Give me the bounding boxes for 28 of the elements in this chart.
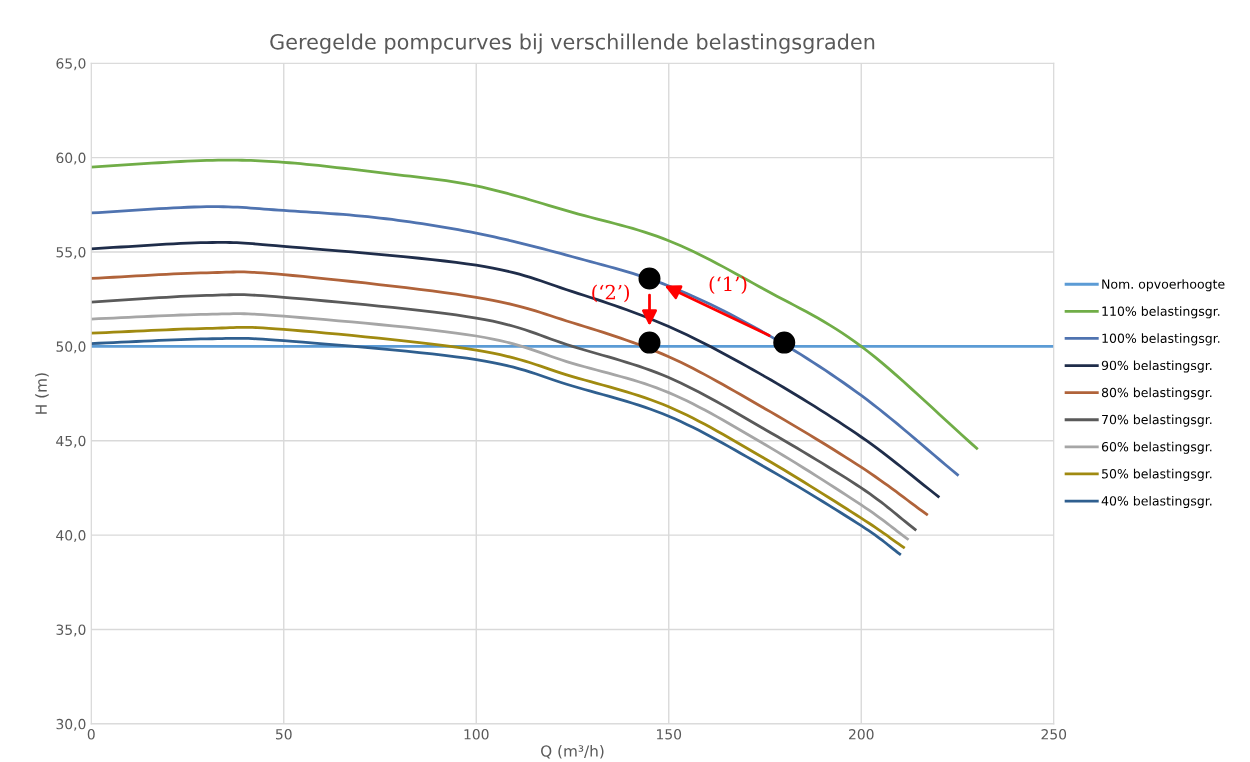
y-axis-title: H (m) [35, 373, 49, 414]
legend-label: 100% belastingsgr. [1102, 333, 1220, 346]
x-tick-label: 0 [87, 729, 95, 740]
x-tick-label: 100 [464, 729, 489, 740]
y-tick-label: 40,0 [56, 530, 86, 543]
y-tick-label: 50,0 [56, 341, 86, 354]
legend-label: 60% belastingsgr. [1101, 441, 1212, 454]
legend-label: Nom. opvoerhoogte [1102, 279, 1225, 292]
x-tick-label: 200 [849, 729, 874, 740]
legend-label: 90% belastingsgr. [1101, 360, 1212, 373]
annotation: (‘1’) [709, 276, 747, 294]
annotation: (‘2’) [592, 284, 630, 303]
x-axis-title: Q (m³/h) [541, 744, 604, 759]
y-tick-label: 65,0 [56, 58, 86, 71]
y-tick-label: 35,0 [56, 624, 86, 637]
x-tick-label: 150 [657, 729, 682, 740]
y-tick-label: 55,0 [56, 246, 86, 259]
y-tick-label: 30,0 [56, 718, 86, 731]
y-tick-label: 60,0 [56, 152, 86, 165]
x-tick-label: 50 [275, 729, 292, 740]
legend-label: 80% belastingsgr. [1101, 387, 1212, 400]
legend-label: 110% belastingsgr. [1102, 306, 1220, 319]
legend-label: 70% belastingsgr. [1102, 414, 1212, 427]
legend-label: 40% belastingsgr. [1101, 495, 1212, 509]
x-tick-label: 250 [1041, 729, 1067, 740]
y-tick-label: 45,0 [56, 435, 86, 448]
legend-label: 50% belastingsgr. [1102, 468, 1212, 481]
chart-title: Geregelde pompcurves bij verschillende belastingsgraden [270, 33, 875, 54]
